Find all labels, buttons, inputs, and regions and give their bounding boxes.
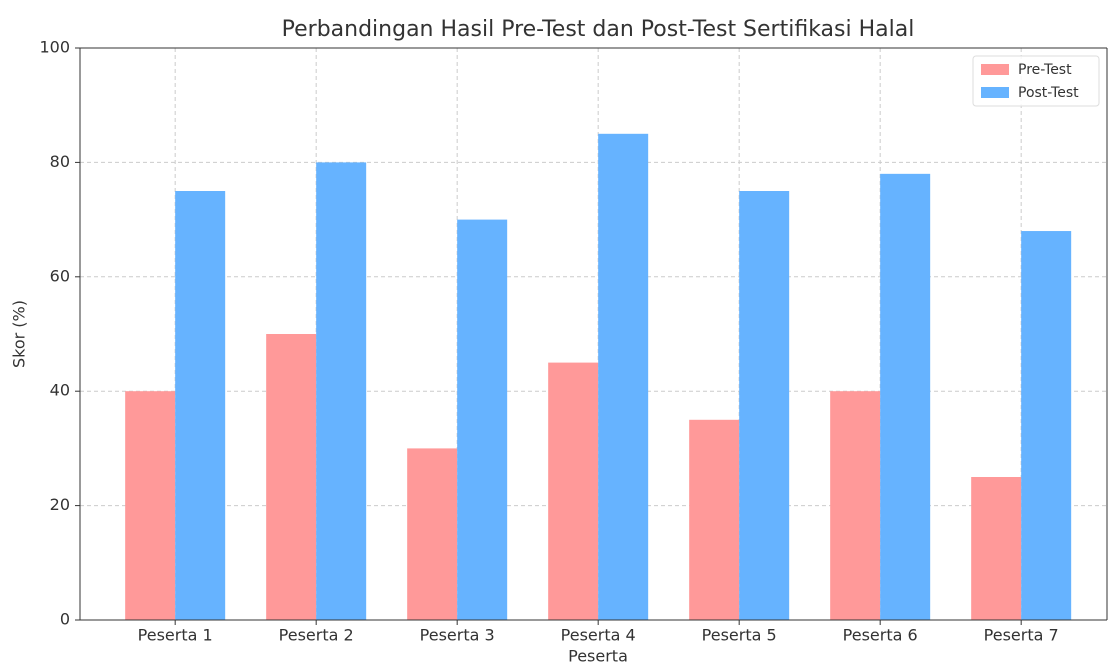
bar [548, 362, 599, 620]
legend-label: Pre-Test [1018, 62, 1072, 78]
bar [689, 419, 740, 620]
bar [175, 191, 226, 620]
bar [971, 477, 1022, 620]
x-tick-label: Peserta 2 [279, 626, 354, 645]
y-tick-label: 100 [39, 38, 70, 57]
y-tick-label: 0 [60, 610, 70, 629]
bar [457, 219, 508, 620]
y-tick-label: 20 [50, 495, 70, 514]
y-tick-label: 80 [50, 152, 70, 171]
chart-title: Perbandingan Hasil Pre-Test dan Post-Tes… [282, 17, 915, 42]
x-tick-label: Peserta 5 [702, 626, 777, 645]
y-tick-label: 60 [50, 266, 70, 285]
legend-swatch [981, 64, 1009, 75]
bar [316, 162, 367, 620]
y-tick-label: 40 [50, 381, 70, 400]
bar [739, 191, 790, 620]
x-tick-label: Peserta 7 [984, 626, 1059, 645]
bar [880, 173, 931, 620]
y-axis-label: Skor (%) [10, 300, 29, 368]
x-tick-label: Peserta 6 [843, 626, 918, 645]
bar [598, 133, 649, 621]
bar [830, 391, 881, 620]
bar [266, 334, 317, 620]
bar [125, 391, 176, 620]
x-tick-label: Peserta 4 [561, 626, 636, 645]
bar [1021, 231, 1072, 621]
x-tick-label: Peserta 3 [420, 626, 495, 645]
legend-swatch [981, 87, 1009, 98]
bar [407, 448, 458, 620]
x-tick-label: Peserta 1 [138, 626, 213, 645]
legend-label: Post-Test [1018, 85, 1079, 101]
x-axis-label: Peserta [568, 647, 628, 664]
